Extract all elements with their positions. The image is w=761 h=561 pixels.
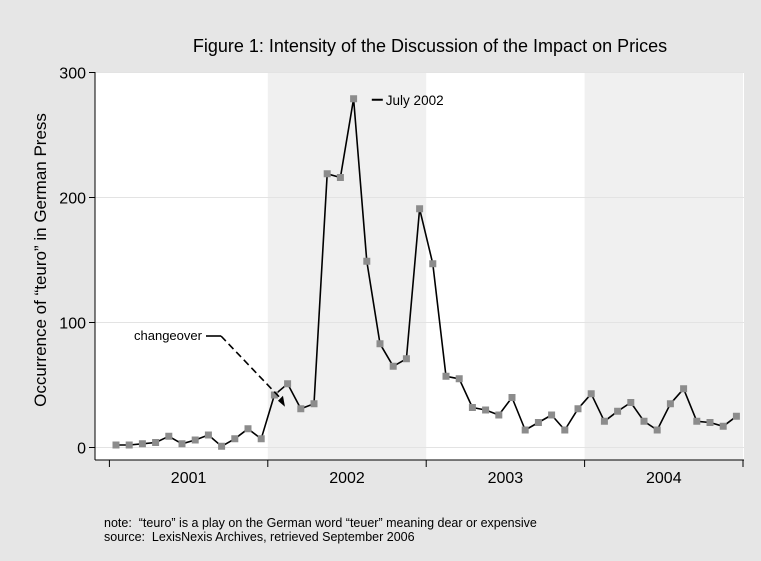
data-point	[521, 426, 529, 434]
data-point	[442, 372, 450, 380]
data-point	[548, 411, 556, 419]
data-point	[416, 205, 424, 213]
data-point	[389, 362, 397, 370]
data-point	[270, 391, 278, 399]
chart-source: source: LexisNexis Archives, retrieved S…	[104, 530, 415, 544]
data-point	[693, 417, 701, 425]
data-point	[508, 394, 516, 401]
data-point	[191, 436, 199, 444]
y-axis-label: Occurrence of “teuro” in German Press	[31, 113, 50, 407]
data-point	[640, 417, 648, 425]
data-point	[587, 390, 595, 398]
annotation-changeover: changeover	[134, 328, 203, 343]
data-point	[284, 380, 292, 388]
data-point	[468, 404, 476, 411]
data-point	[719, 422, 727, 430]
year-band-2004	[584, 72, 743, 460]
data-point	[455, 375, 463, 383]
chart-title: Figure 1: Intensity of the Discussion of…	[193, 36, 667, 56]
data-point	[653, 426, 661, 434]
data-point	[600, 417, 608, 425]
data-point	[363, 257, 371, 265]
data-point	[323, 170, 331, 178]
data-point	[125, 441, 133, 449]
data-point	[152, 439, 160, 446]
y-tick-label-200: 200	[59, 191, 86, 208]
x-tick-label-2004: 2004	[646, 470, 682, 487]
data-point	[561, 426, 569, 434]
data-point	[495, 411, 503, 419]
y-tick-label-300: 300	[59, 66, 86, 83]
data-point	[112, 441, 120, 449]
annotation-arrow-changeover-dashed	[220, 335, 282, 400]
data-point	[165, 432, 173, 440]
data-point	[336, 174, 344, 181]
axes: 0 100 200 300 2001 2002 2003 2004	[59, 66, 744, 487]
data-point	[350, 95, 358, 103]
data-point	[297, 405, 305, 413]
x-tick-label-2003: 2003	[488, 470, 524, 487]
data-point	[218, 442, 226, 450]
x-tick-label-2001: 2001	[171, 470, 207, 487]
data-point	[310, 400, 318, 408]
data-point	[204, 431, 212, 439]
x-tick-label-2002: 2002	[329, 470, 365, 487]
data-point	[534, 419, 542, 426]
series-teuro	[112, 95, 740, 450]
year-band-2002	[267, 72, 427, 460]
data-point	[706, 419, 714, 426]
data-point	[138, 440, 146, 448]
data-point	[402, 355, 410, 363]
data-point	[614, 407, 622, 415]
chart-note: note: “teuro” is a play on the German wo…	[104, 516, 537, 530]
data-point	[627, 399, 635, 406]
data-point	[429, 260, 437, 268]
annotations: July 2002 changeover	[134, 93, 444, 407]
data-point	[257, 435, 265, 443]
data-point	[574, 405, 582, 413]
y-tick-label-100: 100	[59, 316, 86, 333]
annotation-arrowhead-changeover	[277, 395, 285, 407]
grid-lines	[95, 72, 744, 448]
annotation-july-2002: July 2002	[386, 93, 444, 108]
data-point	[244, 425, 252, 433]
data-point	[376, 340, 384, 348]
data-point	[231, 435, 239, 443]
data-point	[680, 385, 688, 393]
data-point	[482, 406, 490, 414]
data-point	[666, 400, 674, 408]
data-point	[732, 412, 740, 420]
y-tick-label-0: 0	[77, 441, 86, 458]
data-point	[178, 440, 186, 448]
